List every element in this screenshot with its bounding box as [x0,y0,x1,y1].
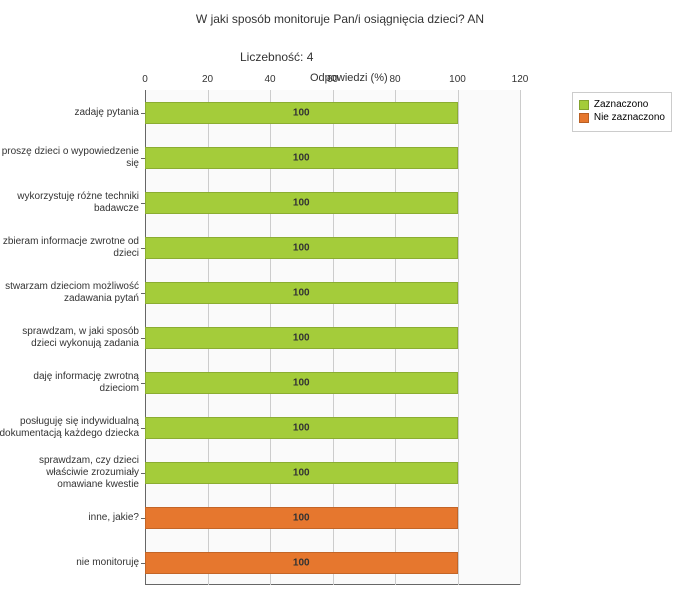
bar-value-label: 100 [293,242,310,253]
legend-label: Nie zaznaczono [594,112,665,123]
category-label: sprawdzam, czy dzieci właściwie zrozumia… [0,455,139,491]
category-label: posługuję się indywidualną dokumentacją … [0,416,139,440]
category-label: nie monitoruję [0,557,139,569]
bar-value-label: 100 [293,152,310,163]
category-label: wykorzystuję różne techniki badawcze [0,191,139,215]
x-tick-label: 0 [142,74,148,85]
bar-row: 100zbieram informacje zwrotne od dzieci [145,237,520,259]
x-tick-label: 20 [202,74,213,85]
bar-value-label: 100 [293,197,310,208]
bar-row: 100posługuję się indywidualną dokumentac… [145,417,520,439]
bar-row: 100wykorzystuję różne techniki badawcze [145,192,520,214]
category-label: zadaję pytania [0,107,139,119]
bar-row: 100sprawdzam, w jaki sposób dzieci wykon… [145,327,520,349]
bar-value-label: 100 [293,107,310,118]
legend-label: Zaznaczono [594,99,648,110]
legend-swatch-icon [579,100,589,110]
bar-value-label: 100 [293,512,310,523]
bar-row: 100zadaję pytania [145,102,520,124]
bar-value-label: 100 [293,287,310,298]
legend: Zaznaczono Nie zaznaczono [572,92,672,132]
chart-title: W jaki sposób monitoruje Pan/i osiągnięc… [0,0,680,26]
bar-value-label: 100 [293,467,310,478]
category-label: stwarzam dzieciom możliwość zadawania py… [0,281,139,305]
legend-item-checked: Zaznaczono [579,99,665,110]
x-tick-label: 80 [389,74,400,85]
chart-subtitle: Liczebność: 4 [240,50,313,64]
bar-value-label: 100 [293,377,310,388]
bar-row: 100stwarzam dzieciom możliwość zadawania… [145,282,520,304]
category-label: proszę dzieci o wypowiedzenie się [0,146,139,170]
category-label: daję informację zwrotną dzieciom [0,371,139,395]
bar-value-label: 100 [293,557,310,568]
category-label: sprawdzam, w jaki sposób dzieci wykonują… [0,326,139,350]
x-tick-label: 60 [327,74,338,85]
gridline [520,90,521,585]
category-label: zbieram informacje zwrotne od dzieci [0,236,139,260]
bar-value-label: 100 [293,422,310,433]
x-tick-label: 40 [264,74,275,85]
x-tick-label: 120 [512,74,529,85]
bar-row: 100sprawdzam, czy dzieci właściwie zrozu… [145,462,520,484]
chart-plot-area: 020406080100120100zadaję pytania100prosz… [145,90,520,585]
legend-swatch-icon [579,113,589,123]
bar-row: 100nie monitoruję [145,552,520,574]
x-axis-title: Odpowiedzi (%) [310,72,388,84]
bar-row: 100proszę dzieci o wypowiedzenie się [145,147,520,169]
legend-item-unchecked: Nie zaznaczono [579,112,665,123]
x-tick-label: 100 [449,74,466,85]
category-label: inne, jakie? [0,512,139,524]
bar-row: 100daję informację zwrotną dzieciom [145,372,520,394]
bar-value-label: 100 [293,332,310,343]
bar-row: 100inne, jakie? [145,507,520,529]
